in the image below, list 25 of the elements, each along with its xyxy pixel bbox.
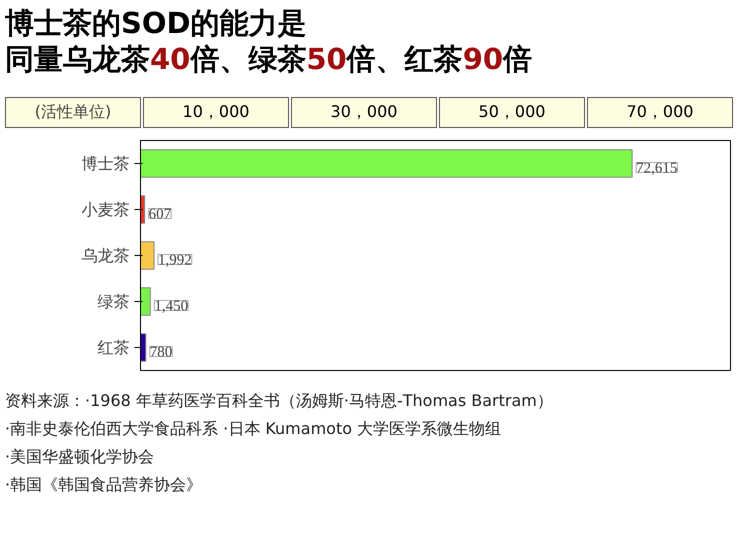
- y-tick-label: 绿茶: [98, 292, 130, 311]
- bar: [140, 149, 633, 178]
- data-label: 72,615: [636, 160, 678, 176]
- data-label: 607: [148, 206, 172, 222]
- data-label: 1,992: [158, 252, 192, 268]
- text: 资料来源：·1968 年草药医学百科全书（汤姆斯·马特恩-Thomas Bartram）: [5, 390, 553, 412]
- x-axis-title: (活性单位): [5, 97, 141, 128]
- y-tick-label: 红茶: [98, 338, 130, 357]
- data-label: 780: [150, 344, 172, 360]
- bar: [140, 333, 146, 362]
- y-tick-label: 博士茶: [82, 154, 130, 173]
- text: ·美国华盛顿化学协会: [5, 446, 156, 468]
- text: 10，000: [143, 97, 289, 128]
- bar: [140, 241, 154, 270]
- bar: [140, 287, 151, 316]
- chart-title: 博士茶的SOD的能力是: [5, 6, 307, 40]
- text: ·韩国《韩国食品营养协会》: [5, 474, 204, 496]
- chart-subtitle: 同量乌龙茶40倍、绿茶50倍、红茶90倍: [5, 42, 532, 76]
- text: ·南非史泰伦伯西大学食品科系 ·日本 Kumamoto 大学医学系微生物组: [5, 418, 502, 440]
- y-tick-label: 小麦茶: [82, 200, 130, 219]
- y-tick-label: 乌龙茶: [82, 246, 130, 265]
- text: 50，000: [439, 97, 585, 128]
- text: 70，000: [587, 97, 733, 128]
- data-label: 1,450: [154, 298, 188, 314]
- text: 30，000: [291, 97, 437, 128]
